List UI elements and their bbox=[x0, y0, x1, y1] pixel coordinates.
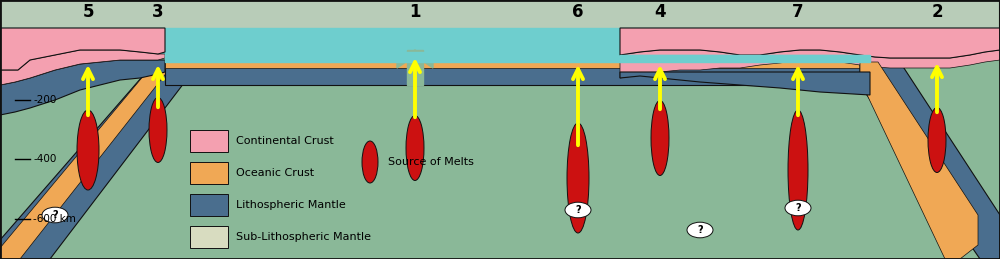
Polygon shape bbox=[165, 63, 870, 85]
Text: 4: 4 bbox=[654, 3, 666, 21]
Text: Source of Melts: Source of Melts bbox=[388, 157, 474, 167]
Text: 2: 2 bbox=[931, 3, 943, 21]
Polygon shape bbox=[620, 55, 870, 62]
Text: ?: ? bbox=[52, 210, 58, 220]
Polygon shape bbox=[620, 50, 1000, 78]
Polygon shape bbox=[860, 62, 1000, 259]
Polygon shape bbox=[0, 60, 165, 115]
Polygon shape bbox=[407, 50, 423, 85]
Ellipse shape bbox=[565, 202, 591, 218]
FancyBboxPatch shape bbox=[190, 162, 228, 184]
Polygon shape bbox=[0, 28, 1000, 55]
Polygon shape bbox=[620, 72, 870, 95]
Text: ?: ? bbox=[697, 225, 703, 235]
Polygon shape bbox=[397, 50, 433, 68]
Ellipse shape bbox=[785, 200, 811, 216]
Polygon shape bbox=[620, 55, 870, 60]
Polygon shape bbox=[0, 62, 200, 259]
Polygon shape bbox=[165, 52, 600, 63]
Polygon shape bbox=[0, 62, 175, 259]
Polygon shape bbox=[600, 57, 870, 68]
Polygon shape bbox=[165, 62, 870, 68]
Ellipse shape bbox=[406, 116, 424, 181]
Polygon shape bbox=[0, 30, 1000, 259]
Text: 3: 3 bbox=[152, 3, 164, 21]
Ellipse shape bbox=[651, 100, 669, 176]
Text: ?: ? bbox=[795, 203, 801, 213]
Text: Sub-Lithospheric Mantle: Sub-Lithospheric Mantle bbox=[236, 232, 371, 242]
Polygon shape bbox=[620, 28, 1000, 58]
Polygon shape bbox=[165, 52, 620, 62]
Text: 6: 6 bbox=[572, 3, 584, 21]
FancyBboxPatch shape bbox=[190, 226, 228, 248]
Ellipse shape bbox=[77, 110, 99, 190]
Ellipse shape bbox=[687, 222, 713, 238]
Text: 1: 1 bbox=[409, 3, 421, 21]
Ellipse shape bbox=[928, 107, 946, 172]
FancyBboxPatch shape bbox=[190, 194, 228, 216]
Ellipse shape bbox=[42, 207, 68, 223]
Text: Continental Crust: Continental Crust bbox=[236, 136, 334, 146]
Text: -600 km: -600 km bbox=[33, 214, 76, 224]
FancyBboxPatch shape bbox=[190, 130, 228, 152]
Text: 5: 5 bbox=[82, 3, 94, 21]
Text: 7: 7 bbox=[792, 3, 804, 21]
Text: Oceanic Crust: Oceanic Crust bbox=[236, 168, 314, 178]
Text: -400: -400 bbox=[33, 154, 56, 164]
Polygon shape bbox=[860, 62, 978, 259]
Ellipse shape bbox=[362, 141, 378, 183]
Text: Lithospheric Mantle: Lithospheric Mantle bbox=[236, 200, 346, 210]
Polygon shape bbox=[0, 28, 165, 70]
Ellipse shape bbox=[788, 110, 808, 230]
Ellipse shape bbox=[567, 123, 589, 233]
Text: ?: ? bbox=[575, 205, 581, 215]
Ellipse shape bbox=[149, 97, 167, 162]
Polygon shape bbox=[0, 50, 165, 85]
Text: -200: -200 bbox=[33, 95, 56, 105]
